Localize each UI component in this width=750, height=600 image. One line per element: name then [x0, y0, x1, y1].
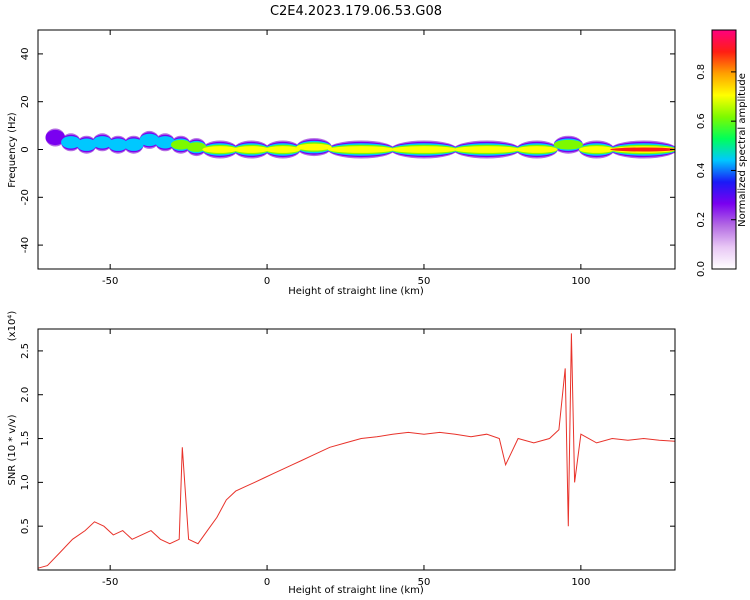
snr-x-ticks: -50 0 50 100: [102, 329, 590, 588]
x-tick-label: -50: [102, 577, 118, 588]
snr-frame: [37, 328, 676, 571]
x-tick-label: 100: [571, 276, 590, 287]
heatmap-cell: [186, 142, 207, 152]
x-tick-label: 100: [571, 577, 590, 588]
spectrogram-x-ticks: -50 0 50 100: [102, 30, 590, 287]
colorbar-tick-label: 0.8: [696, 64, 707, 80]
heatmap-cell: [516, 146, 558, 153]
colorbar-ticks: 0.0 0.2 0.4 0.6 0.8: [696, 64, 736, 277]
snr-panel: -50 0 50 100 0.5 1.0 1.5 2.0 2.5 Height of stra…: [7, 311, 676, 596]
heatmap-cell: [327, 146, 395, 153]
heatmap-cell: [673, 146, 675, 153]
y-tick-label: 20: [20, 95, 31, 108]
heatmap-cell: [92, 136, 113, 149]
heatmap-cell: [123, 138, 144, 151]
y-tick-label: 0.5: [20, 518, 31, 534]
colorbar-frame: [711, 29, 737, 270]
heatmap-cell: [108, 138, 128, 151]
x-tick-label: 0: [264, 577, 270, 588]
y-tick-label: 1.5: [20, 431, 31, 447]
spectrogram-x-axis-label: Height of straight line (km): [288, 286, 424, 297]
heatmap-cell: [673, 147, 675, 152]
x-tick-label: 50: [418, 276, 431, 287]
spectrogram-panel: -50 0 50 100 -40 -20 0 20 40 Height of straight…: [7, 29, 676, 297]
snr-y-axis-label: SNR (10 * v/v): [7, 414, 18, 485]
x-tick-label: 50: [418, 577, 431, 588]
heatmap-cell: [171, 139, 191, 150]
colorbar-tick-label: 0.2: [696, 212, 707, 228]
heatmap-cell: [155, 136, 175, 149]
y-tick-label: 2.5: [20, 343, 31, 359]
colorbar-tick-label: 0.6: [696, 113, 707, 129]
spectrogram-y-axis-label: Frequency (Hz): [7, 112, 18, 188]
y-tick-label: 40: [20, 48, 31, 61]
spectrogram-heatmap: [45, 128, 675, 159]
colorbar-label: Normalized spectral amplitude: [737, 73, 748, 227]
heatmap-cell: [61, 136, 81, 149]
heatmap-cell: [453, 146, 521, 153]
heatmap-cell: [673, 147, 675, 152]
snr-x-axis-label: Height of straight line (km): [288, 585, 424, 596]
heatmap-cell: [45, 129, 66, 146]
heatmap-cell: [76, 138, 97, 151]
heatmap-cell: [673, 145, 675, 154]
y-tick-label: -40: [20, 237, 31, 253]
x-tick-label: 0: [264, 276, 270, 287]
heatmap-cell: [233, 146, 270, 153]
snr-background: [38, 329, 675, 570]
heatmap-cell: [578, 146, 615, 153]
y-tick-label: 1.0: [20, 474, 31, 490]
snr-series-line: [37, 333, 676, 569]
heatmap-cell: [610, 147, 675, 152]
snr-y-ticks: 0.5 1.0 1.5 2.0 2.5: [20, 343, 675, 534]
colorbar-tick-label: 0.4: [696, 162, 707, 178]
heatmap-cell: [265, 146, 301, 153]
colorbar-gradient: [712, 30, 736, 269]
y-tick-label: 2.0: [20, 387, 31, 403]
heatmap-cell: [673, 145, 675, 154]
x-tick-label: -50: [102, 276, 118, 287]
heatmap-cell: [296, 143, 332, 151]
colorbar: 0.0 0.2 0.4 0.6 0.8 Normalized spectral ampl…: [696, 29, 748, 277]
heatmap-cell: [202, 146, 238, 153]
y-tick-label: -20: [20, 189, 31, 205]
colorbar-tick-label: 0.0: [696, 261, 707, 277]
figure-title: C2E4.2023.179.06.53.G08: [270, 4, 442, 19]
heatmap-cell: [139, 133, 160, 147]
spectrogram-y-ticks: -40 -20 0 20 40: [20, 48, 675, 253]
heatmap-cell: [390, 146, 458, 153]
y-tick-label: 0: [20, 146, 31, 152]
heatmap-cell: [553, 139, 583, 150]
snr-y-multiplier-label: (x10⁴): [7, 311, 18, 342]
